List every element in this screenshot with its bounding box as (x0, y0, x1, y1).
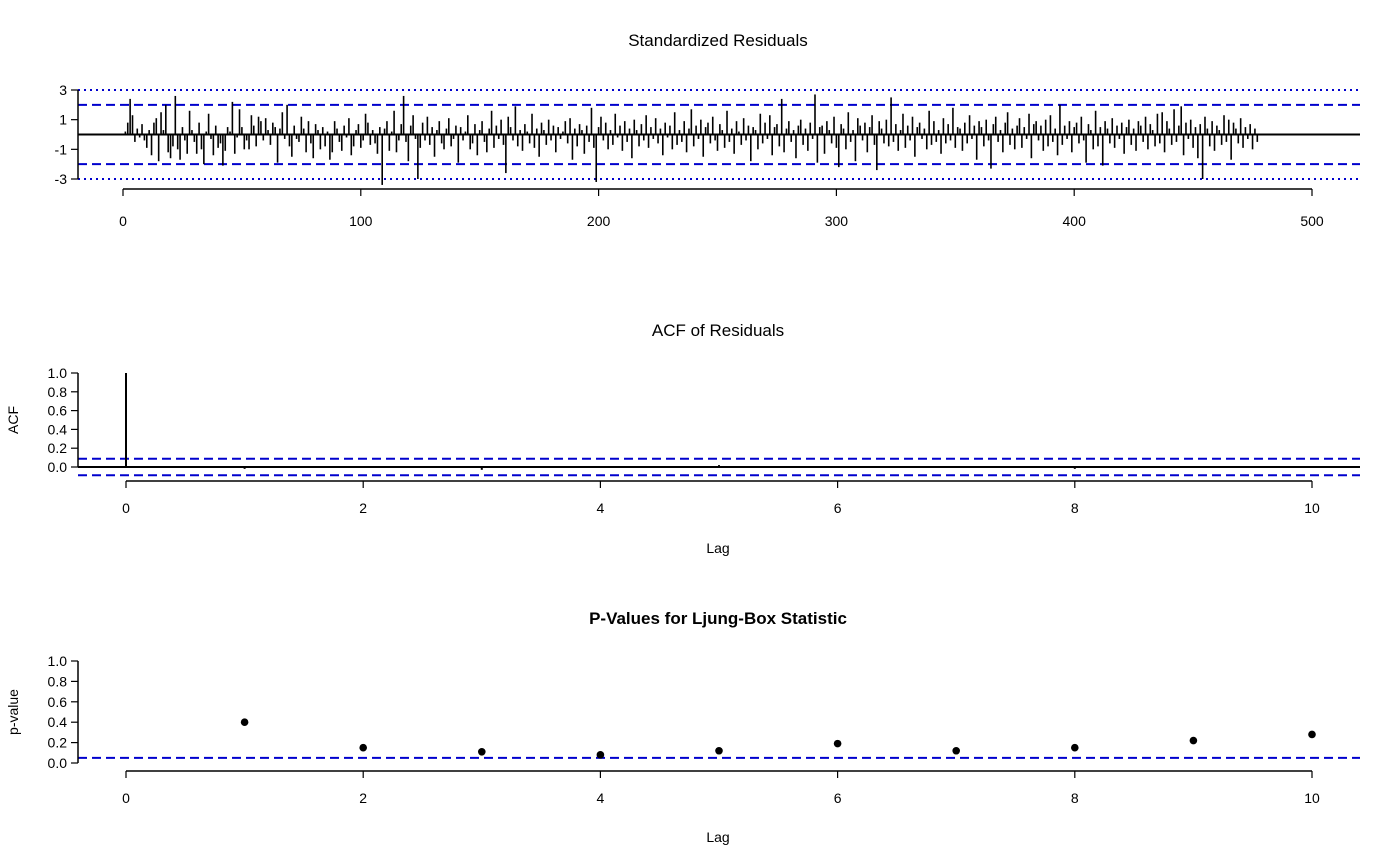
pvalue-point (1308, 730, 1316, 739)
residuals-x-tick-label: 400 (1063, 213, 1087, 229)
pvalue-x-tick-label: 2 (359, 790, 367, 806)
pvalue-point (715, 746, 723, 755)
pvalue-y-tick-label: 0.6 (48, 694, 68, 710)
acf-y-tick-label: 0.8 (48, 384, 68, 400)
pvalue-x-tick-label: 6 (834, 790, 842, 806)
pvalue-x-tick-label: 0 (122, 790, 130, 806)
residuals-y-tick-label: 3 (59, 82, 67, 98)
pvalue-points (240, 718, 1316, 759)
acf-ylabel: ACF (5, 406, 21, 434)
acf-x-tick-label: 8 (1071, 500, 1079, 516)
residuals-x-tick-label: 300 (825, 213, 849, 229)
residuals-y-tick-label: 1 (59, 112, 67, 128)
acf-y-tick-label: 0.0 (48, 459, 68, 475)
acf-x-tick-label: 4 (597, 500, 605, 516)
acf-y-tick-label: 0.2 (48, 440, 68, 456)
pvalue-x-tick-label: 4 (597, 790, 605, 806)
pvalue-x-tick-label: 10 (1304, 790, 1320, 806)
pvalue-x-tick-label: 8 (1071, 790, 1079, 806)
acf-title: ACF of Residuals (652, 321, 784, 340)
acf-bars (125, 373, 1313, 470)
acf-y-tick-label: 1.0 (48, 365, 68, 381)
pvalue-point (240, 718, 249, 726)
pvalue-y-tick-label: 0.4 (48, 714, 68, 730)
pvalue-ylabel: p-value (5, 689, 21, 735)
acf-axes: 1.0 0.8 0.6 0.4 0.2 0.0 0 2 4 6 8 10 (48, 365, 1320, 516)
residuals-x-tick-label: 100 (349, 213, 373, 229)
acf-x-tick-label: 2 (359, 500, 367, 516)
pvalue-point (1071, 743, 1079, 752)
pvalue-y-tick-label: 1.0 (48, 653, 68, 669)
pvalue-point (596, 751, 605, 759)
residuals-title: Standardized Residuals (628, 31, 808, 50)
pvalue-point (952, 746, 960, 755)
acf-x-tick-label: 6 (834, 500, 842, 516)
ljung-box-panel: P-Values for Ljung-Box Statistic p-value… (5, 609, 1360, 845)
pvalue-point (478, 747, 486, 756)
residuals-axes: 3 1 -1 -3 0 100 200 300 400 500 (55, 82, 1324, 229)
ljung-box-title: P-Values for Ljung-Box Statistic (589, 609, 847, 628)
acf-xlabel: Lag (706, 540, 729, 556)
acf-y-tick-label: 0.4 (48, 421, 68, 437)
residuals-x-tick-label: 200 (587, 213, 611, 229)
residuals-y-tick-label: -3 (55, 171, 68, 187)
residuals-bars (124, 94, 1259, 185)
standardized-residuals-panel: Standardized Residuals 3 1 -1 -3 0 100 200 300 4… (55, 31, 1360, 229)
acf-x-tick-label: 0 (122, 500, 130, 516)
residuals-x-tick-label: 0 (119, 213, 127, 229)
pvalue-xlabel: Lag (706, 829, 729, 845)
pvalue-y-tick-label: 0.0 (48, 755, 68, 771)
residuals-x-tick-label: 500 (1300, 213, 1324, 229)
acf-x-tick-label: 10 (1304, 500, 1320, 516)
pvalue-axes: 1.0 0.8 0.6 0.4 0.2 0.0 0 2 4 6 8 10 (48, 653, 1320, 806)
acf-y-tick-label: 0.6 (48, 403, 68, 419)
residuals-y-tick-label: -1 (55, 141, 68, 157)
pvalue-y-tick-label: 0.2 (48, 735, 68, 751)
acf-panel: ACF of Residuals ACF Lag 1.0 0.8 0.6 0.4 0.2… (5, 321, 1360, 556)
pvalue-point (833, 739, 842, 748)
pvalue-y-tick-label: 0.8 (48, 673, 68, 689)
pvalue-point (1189, 736, 1198, 745)
pvalue-point (359, 743, 368, 752)
